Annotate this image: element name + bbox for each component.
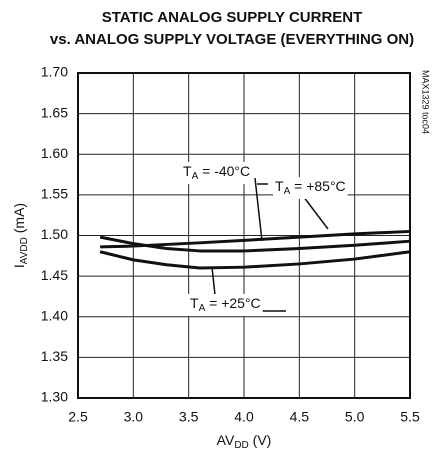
y-tick-label: 1.30	[41, 389, 68, 405]
series-line	[99, 250, 411, 270]
series-label-rest: = +85°C	[290, 178, 345, 194]
x-axis-label-sub: DD	[234, 440, 248, 451]
x-tick-label: 3.0	[124, 409, 144, 425]
y-tick-label: 1.55	[41, 186, 68, 202]
x-axis-label: AVDD (V)	[217, 432, 272, 451]
y-tick-label: 1.65	[41, 104, 68, 120]
side-note: MAX1329 toc04	[421, 70, 431, 134]
x-tick-label: 5.5	[400, 409, 420, 425]
y-axis-label: IAVDD (mA)	[11, 203, 30, 268]
series-label-sub: A	[192, 171, 199, 182]
series-label-sub: A	[284, 186, 291, 197]
y-tick-label: 1.45	[41, 267, 68, 283]
leader-line	[211, 266, 216, 296]
y-axis-label-sub: AVDD	[19, 237, 30, 264]
x-axis-label-rest: (V)	[249, 432, 272, 448]
y-tick-label: 1.35	[41, 348, 68, 364]
series-label: TA = +85°C	[275, 178, 346, 197]
series-label: TA = -40°C	[183, 163, 250, 182]
y-tick-label: 1.70	[41, 64, 68, 80]
y-axis-label-rest: (mA)	[11, 203, 27, 237]
x-tick-label: 5.0	[345, 409, 365, 425]
chart-title: STATIC ANALOG SUPPLY CURRENT	[102, 9, 363, 26]
series-label-rest: = -40°C	[198, 163, 250, 179]
y-tick-label: 1.40	[41, 307, 68, 323]
series-label-main: T	[275, 178, 284, 194]
y-tick-label: 1.60	[41, 145, 68, 161]
series-line	[100, 229, 411, 249]
label-bg	[181, 162, 253, 184]
series-label-sub: A	[199, 303, 206, 314]
x-tick-label: 4.5	[290, 409, 310, 425]
x-tick-label: 2.5	[68, 409, 88, 425]
series-label-main: T	[190, 295, 199, 311]
leader-line	[254, 177, 263, 242]
series-label-main: T	[183, 163, 192, 179]
y-axis-label-main: I	[11, 264, 27, 268]
chart-subtitle: vs. ANALOG SUPPLY VOLTAGE (EVERYTHING ON…	[50, 31, 414, 48]
series-label: TA = +25°C	[190, 295, 261, 314]
label-bg	[188, 294, 263, 316]
plot-frame	[77, 72, 411, 399]
label-bg	[273, 177, 348, 199]
x-tick-label: 3.5	[179, 409, 199, 425]
series-label-rest: = +25°C	[205, 295, 260, 311]
x-axis-label-main: AV	[217, 432, 235, 448]
y-tick-label: 1.50	[41, 226, 68, 242]
x-tick-label: 4.0	[234, 409, 254, 425]
